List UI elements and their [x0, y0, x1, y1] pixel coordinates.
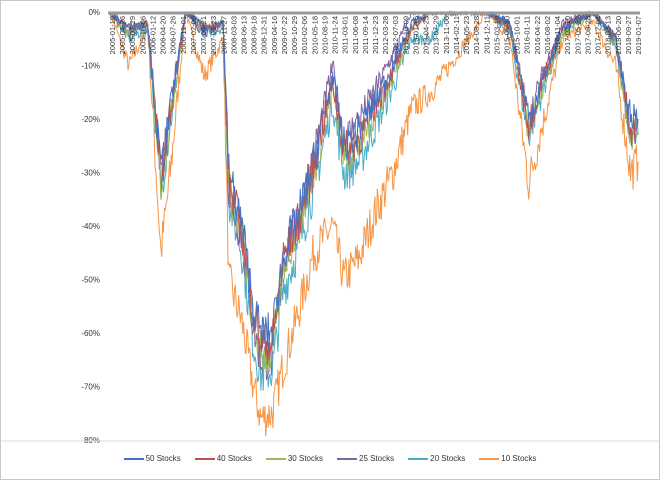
legend-item: 50 Stocks [123, 454, 181, 463]
x-tick-label: 2015-06-30 [503, 16, 512, 54]
x-tick-label: 2009-04-16 [270, 16, 279, 54]
y-tick-label: -30% [81, 169, 100, 178]
x-tick-label: 2013-04-23 [422, 16, 431, 54]
legend-item: 20 Stocks [408, 454, 465, 463]
x-tick-label: 2008-09-18 [250, 16, 259, 54]
x-tick-label: 2008-06-13 [240, 16, 249, 54]
x-tick-label: 2006-07-26 [169, 16, 178, 54]
x-tick-label: 2008-12-31 [260, 16, 269, 54]
legend-item: 10 Stocks [479, 454, 536, 463]
series-line-50-stocks [109, 10, 639, 353]
x-tick-label: 2005-04-26 [118, 16, 127, 54]
x-tick-label: 2013-11-06 [442, 16, 451, 54]
x-tick-label: 2013-07-29 [432, 16, 441, 54]
y-tick-label: -40% [81, 222, 100, 231]
x-tick-label: 2007-02-08 [189, 16, 198, 54]
x-tick-label: 2015-03-19 [492, 16, 501, 54]
series-line-10-stocks [109, 11, 639, 437]
x-tick-label: 2007-11-27 [219, 16, 228, 54]
legend-item: 25 Stocks [337, 454, 394, 463]
y-tick-label: -60% [81, 329, 100, 338]
x-tick-label: 2013-01-16 [411, 16, 420, 54]
x-tick-label: 2006-04-20 [159, 16, 168, 54]
y-tick-label: -10% [81, 62, 100, 71]
x-tick-label: 2016-01-11 [523, 16, 532, 54]
x-tick-label: 2014-08-28 [472, 16, 481, 54]
x-tick-label: 2010-02-06 [300, 16, 309, 54]
y-tick-label: -20% [81, 115, 100, 124]
x-tick-label: 2012-03-28 [381, 16, 390, 54]
x-tick-label: 2011-09-14 [361, 16, 370, 54]
x-tick-label: 2005-07-29 [128, 16, 137, 54]
x-tick-label: 2005-10-06 [138, 16, 147, 54]
y-tick-label: -50% [81, 276, 100, 285]
legend-label: 20 Stocks [430, 454, 466, 463]
x-tick-label: 2017-12-04 [594, 16, 603, 54]
x-tick-label: 2009-10-29 [290, 16, 299, 54]
x-tick-label: 2017-05-22 [573, 16, 582, 54]
legend-swatch [265, 457, 286, 460]
x-tick-label: 2016-08-02 [543, 16, 552, 54]
x-tick-label: 2015-10-01 [513, 16, 522, 54]
x-tick-label: 2007-05-21 [199, 16, 208, 54]
x-tick-label: 2008-03-03 [229, 16, 238, 54]
x-tick-label: 2011-03-01 [341, 16, 350, 54]
x-tick-label: 2017-08-28 [583, 16, 592, 54]
x-tick-label: 2010-11-24 [331, 16, 340, 54]
y-tick-label: 0% [88, 8, 100, 17]
legend-item: 40 Stocks [194, 454, 252, 463]
legend-label: 40 Stocks [216, 454, 252, 463]
legend: 50 Stocks 40 Stocks 30 Stocks 25 Stocks 20 S… [0, 454, 660, 463]
legend-swatch [194, 457, 215, 460]
x-tick-label: 2005-01-19 [108, 16, 117, 54]
legend-label: 50 Stocks [145, 454, 181, 463]
y-tick-label: -70% [81, 383, 100, 392]
series-lines [109, 10, 639, 437]
x-tick-label: 2011-12-23 [371, 16, 380, 54]
legend-item: 30 Stocks [265, 454, 323, 463]
legend-swatch [408, 457, 429, 460]
legend-swatch [479, 457, 500, 460]
x-tick-label: 2012-07-03 [391, 16, 400, 54]
x-tick-label: 2016-04-22 [533, 16, 542, 54]
x-tick-label: 2007-08-23 [209, 16, 218, 54]
x-tick-label: 2016-11-04 [553, 16, 562, 54]
x-tick-label: 2006-11-01 [179, 16, 188, 54]
x-tick-label: 2012-10-09 [401, 16, 410, 54]
x-tick-label: 2018-06-20 [614, 16, 623, 54]
legend-label: 10 Stocks [501, 454, 537, 463]
x-tick-label: 2014-05-23 [462, 16, 471, 54]
x-tick-label: 2009-07-22 [280, 16, 289, 54]
legend-swatch [123, 457, 144, 460]
x-axis: 2005-01-19 2005-04-26 2005-07-29 2005-10-06… [108, 16, 643, 54]
legend-swatch [337, 457, 357, 460]
x-tick-label: 2006-01-12 [148, 16, 157, 54]
x-tick-label: 2014-12-11 [482, 16, 491, 54]
x-tick-label: 2018-03-13 [604, 16, 613, 54]
x-tick-label: 2014-02-11 [452, 16, 461, 54]
legend-label: 25 Stocks [359, 454, 395, 463]
x-tick-label: 2018-09-27 [624, 16, 633, 54]
x-tick-label: 2010-05-18 [310, 16, 319, 54]
legend-label: 30 Stocks [287, 454, 323, 463]
x-tick-label: 2017-02-10 [563, 16, 572, 54]
x-tick-label: 2010-08-19 [320, 16, 329, 54]
x-tick-label: 2011-06-08 [351, 16, 360, 54]
x-tick-label: 2019-01-07 [634, 16, 643, 54]
